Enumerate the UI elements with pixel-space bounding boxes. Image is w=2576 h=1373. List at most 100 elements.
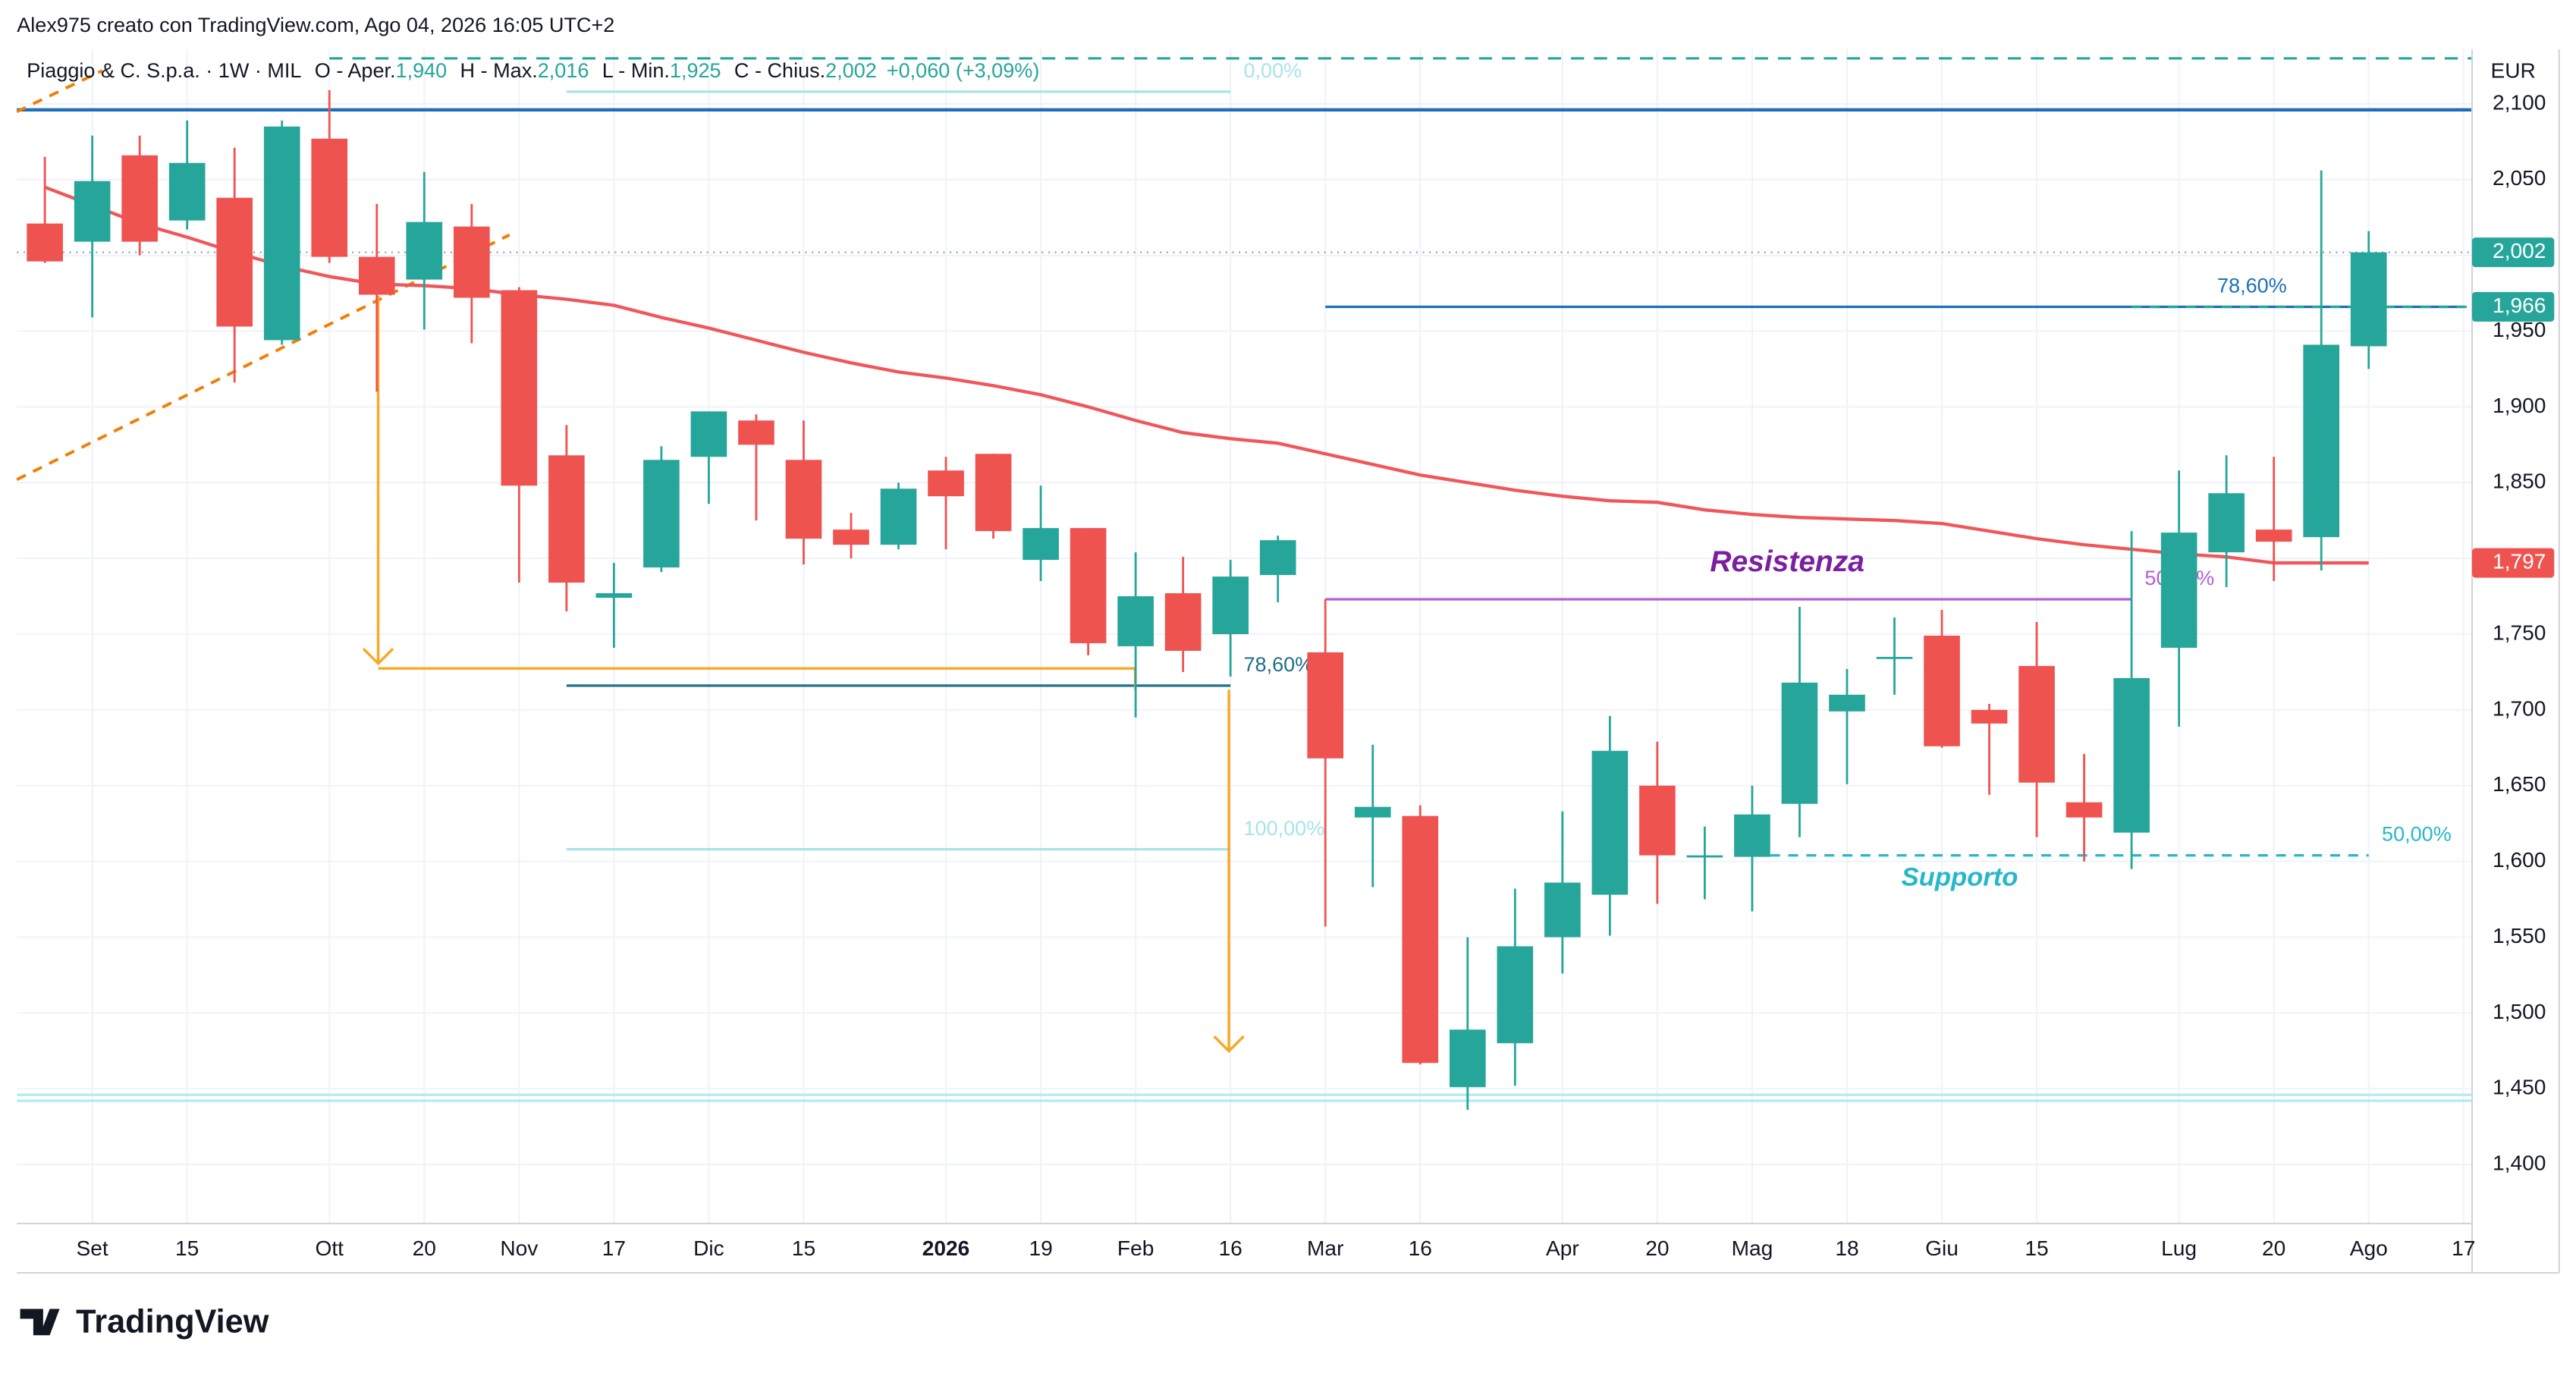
y-tick-label: 1,950 bbox=[2493, 318, 2546, 341]
x-tick-label: Feb bbox=[1117, 1236, 1154, 1260]
candle-body bbox=[1971, 709, 2008, 724]
legend: Piaggio & C. S.p.a. · 1W · MIL O - Aper.1… bbox=[27, 59, 1039, 82]
level-label: 78,60% bbox=[1244, 653, 1314, 676]
y-tick-label: 2,050 bbox=[2493, 166, 2546, 190]
resistance-label: Resistenza bbox=[1710, 545, 1864, 578]
candle-body bbox=[2303, 344, 2340, 538]
levels: 0,00%78,60%100,00%78,60%50,00%50,00% bbox=[17, 57, 2473, 1102]
x-tick-label: Set bbox=[77, 1236, 108, 1260]
candle-body bbox=[2018, 665, 2055, 783]
candle-body bbox=[690, 411, 727, 457]
legend-item: Piaggio & C. S.p.a. · 1W · MIL bbox=[27, 59, 301, 82]
x-tick-label: Giu bbox=[1925, 1236, 1959, 1260]
x-tick-label: 16 bbox=[1219, 1236, 1242, 1260]
candle-body bbox=[406, 222, 443, 280]
candle-body bbox=[1402, 815, 1439, 1064]
x-tick-label: Mag bbox=[1732, 1236, 1773, 1260]
x-tick-label: 15 bbox=[175, 1236, 199, 1260]
arrow bbox=[1213, 690, 1245, 1054]
credit: Alex975 creato con TradingView.com, Ago … bbox=[17, 14, 614, 36]
brand-logo: TradingView bbox=[20, 1303, 269, 1340]
candle-body bbox=[501, 290, 538, 486]
price-badge bbox=[2472, 292, 2555, 322]
candle-body bbox=[1924, 635, 1960, 746]
level-label: 50,00% bbox=[2382, 823, 2452, 846]
axes: 1,400 1,450 1,500 1,550 1,600 1,650 1,700 1,750… bbox=[77, 90, 2555, 1260]
legend-item: L - Min. bbox=[602, 59, 670, 82]
price-badge-label: 1,966 bbox=[2493, 294, 2546, 317]
x-tick-label: 15 bbox=[2025, 1236, 2048, 1260]
y-tick-label: 1,900 bbox=[2493, 394, 2546, 417]
candle-body bbox=[548, 455, 585, 583]
legend-item: 2,016 bbox=[538, 59, 589, 82]
y-tick-label: 1,450 bbox=[2493, 1076, 2546, 1099]
candle-body bbox=[1781, 682, 1818, 804]
legend-item: 2,002 bbox=[825, 59, 877, 82]
level-label: 78,60% bbox=[2217, 275, 2287, 297]
x-tick-label: 18 bbox=[1835, 1236, 1858, 1260]
x-tick-label: 17 bbox=[2452, 1236, 2475, 1260]
x-tick-label: Mar bbox=[1307, 1236, 1343, 1260]
x-tick-label: Ago bbox=[2350, 1236, 2388, 1260]
candle-body bbox=[2350, 252, 2387, 347]
candle-body bbox=[738, 420, 774, 445]
candle-body bbox=[1544, 882, 1581, 938]
x-tick-label: Nov bbox=[500, 1236, 538, 1260]
legend-item: 1,925 bbox=[670, 59, 721, 82]
candle-body bbox=[1591, 750, 1629, 895]
candle-body bbox=[833, 529, 869, 545]
grid bbox=[17, 49, 2473, 1224]
candle-body bbox=[928, 470, 964, 497]
y-tick-label: 1,650 bbox=[2493, 772, 2546, 796]
candle-body bbox=[1354, 806, 1391, 818]
candle-body bbox=[263, 126, 300, 341]
candle-body bbox=[785, 460, 822, 539]
y-tick-label: 1,700 bbox=[2493, 696, 2546, 720]
candle-body bbox=[1734, 814, 1770, 857]
y-tick-label: 1,400 bbox=[2493, 1151, 2546, 1175]
candle-body bbox=[74, 181, 111, 242]
candle-body bbox=[1212, 577, 1249, 634]
legend-item: 1,940 bbox=[396, 59, 448, 82]
currency: EUR bbox=[2490, 59, 2535, 83]
candle-body bbox=[1876, 656, 1913, 659]
level-label: 100,00% bbox=[1244, 817, 1325, 840]
candle-body bbox=[1829, 694, 1865, 712]
support-label: Supporto bbox=[1902, 862, 2018, 891]
candle-body bbox=[2066, 802, 2103, 818]
level-label: 0,00% bbox=[1244, 59, 1302, 82]
y-tick-label: 1,600 bbox=[2493, 848, 2546, 872]
candle-body bbox=[643, 460, 680, 568]
x-tick-label: Ott bbox=[315, 1236, 344, 1260]
candle-body bbox=[975, 454, 1012, 532]
candle-body bbox=[2208, 493, 2245, 553]
candle-body bbox=[27, 223, 63, 262]
candle-body bbox=[1259, 540, 1296, 576]
brand: TradingView bbox=[76, 1303, 269, 1340]
price-badge-label: 2,002 bbox=[2493, 239, 2546, 262]
candle-body bbox=[311, 138, 348, 257]
candle-body bbox=[2113, 677, 2150, 833]
candle-body bbox=[1449, 1029, 1486, 1088]
price-badge-label: 1,797 bbox=[2493, 550, 2546, 573]
moving-average bbox=[44, 185, 2369, 565]
legend-item: O - Aper. bbox=[315, 59, 396, 82]
candle-body bbox=[168, 162, 206, 221]
candle-body bbox=[454, 226, 490, 298]
candle-body bbox=[1307, 652, 1344, 759]
candle-body bbox=[216, 197, 253, 327]
candle-body bbox=[121, 155, 158, 242]
trend-line bbox=[16, 69, 103, 113]
candles bbox=[27, 90, 2387, 1111]
x-tick-label: 2026 bbox=[922, 1236, 970, 1260]
y-tick-label: 1,550 bbox=[2493, 924, 2546, 947]
candle-body bbox=[880, 489, 917, 545]
x-tick-label: 17 bbox=[602, 1236, 626, 1260]
y-tick-label: 2,100 bbox=[2493, 90, 2546, 114]
x-tick-label: Lug bbox=[2161, 1236, 2197, 1260]
candle-body bbox=[1497, 946, 1534, 1044]
x-tick-label: 20 bbox=[1645, 1236, 1669, 1260]
x-tick-label: Dic bbox=[693, 1236, 724, 1260]
